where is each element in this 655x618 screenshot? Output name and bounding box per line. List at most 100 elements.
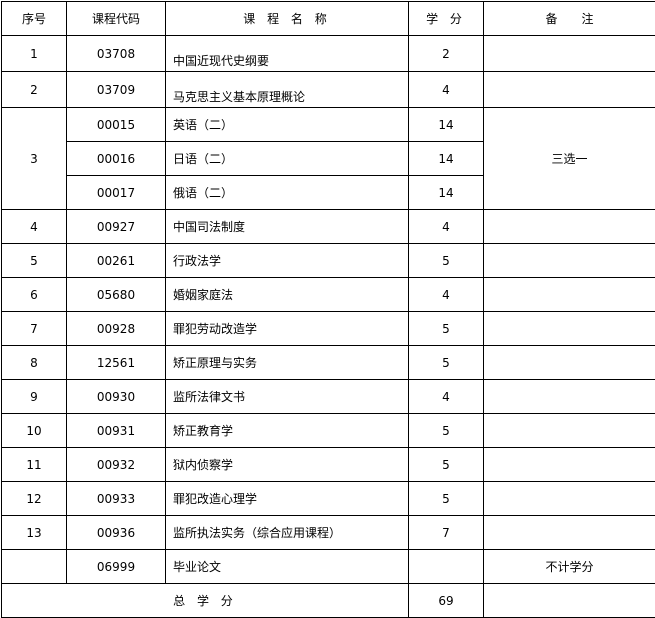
- header-row: 序号 课程代码 课 程 名 称 学 分 备 注: [2, 2, 655, 36]
- credit-cell: 4: [409, 380, 484, 414]
- credit-cell: 5: [409, 346, 484, 380]
- code-cell: 00015: [67, 108, 166, 142]
- code-cell: 00936: [67, 516, 166, 550]
- seq-cell: 7: [2, 312, 67, 346]
- seq-cell: 2: [2, 72, 67, 108]
- credit-cell: 14: [409, 108, 484, 142]
- code-cell: 00017: [67, 176, 166, 210]
- remark-cell: 三选一: [484, 108, 655, 210]
- course-name-cell: 中国司法制度: [166, 210, 409, 244]
- code-cell: 00931: [67, 414, 166, 448]
- credit-cell: 5: [409, 482, 484, 516]
- course-name-cell: 矫正教育学: [166, 414, 409, 448]
- credit-cell: 14: [409, 176, 484, 210]
- seq-cell: 9: [2, 380, 67, 414]
- remark-cell: [484, 448, 655, 482]
- header-remark: 备 注: [484, 2, 655, 36]
- code-cell: 00927: [67, 210, 166, 244]
- remark-cell: [484, 244, 655, 278]
- remark-cell: [484, 414, 655, 448]
- remark-cell: [484, 346, 655, 380]
- seq-cell: 13: [2, 516, 67, 550]
- remark-cell: [484, 278, 655, 312]
- course-name-cell: 行政法学: [166, 244, 409, 278]
- seq-cell: 5: [2, 244, 67, 278]
- seq-cell: [2, 550, 67, 584]
- seq-cell: 6: [2, 278, 67, 312]
- remark-cell: [484, 312, 655, 346]
- code-cell: 03708: [67, 36, 166, 72]
- total-remark: [484, 584, 655, 618]
- code-cell: 06999: [67, 550, 166, 584]
- credit-cell: 7: [409, 516, 484, 550]
- credit-cell: 5: [409, 448, 484, 482]
- course-name-cell: 罪犯劳动改造学: [166, 312, 409, 346]
- code-cell: 00016: [67, 142, 166, 176]
- credit-cell: 4: [409, 72, 484, 108]
- remark-cell: [484, 516, 655, 550]
- total-label: 总 学 分: [2, 584, 409, 618]
- course-name-cell: 监所法律文书: [166, 380, 409, 414]
- credit-cell: 5: [409, 244, 484, 278]
- course-name-cell: 罪犯改造心理学: [166, 482, 409, 516]
- course-name-cell: 矫正原理与实务: [166, 346, 409, 380]
- course-name-cell: 狱内侦察学: [166, 448, 409, 482]
- code-cell: 03709: [67, 72, 166, 108]
- credit-cell: [409, 550, 484, 584]
- seq-cell: 8: [2, 346, 67, 380]
- remark-cell: [484, 210, 655, 244]
- remark-cell: [484, 380, 655, 414]
- course-name-cell: 马克思主义基本原理概论: [166, 72, 409, 108]
- seq-cell: 3: [2, 108, 67, 210]
- header-name: 课 程 名 称: [166, 2, 409, 36]
- code-cell: 00932: [67, 448, 166, 482]
- course-name-cell: 婚姻家庭法: [166, 278, 409, 312]
- code-cell: 00928: [67, 312, 166, 346]
- remark-cell: [484, 482, 655, 516]
- code-cell: 00261: [67, 244, 166, 278]
- course-name-cell: 中国近现代史纲要: [166, 36, 409, 72]
- course-name-cell: 俄语（二）: [166, 176, 409, 210]
- header-credit: 学 分: [409, 2, 484, 36]
- seq-cell: 10: [2, 414, 67, 448]
- remark-cell: [484, 36, 655, 72]
- code-cell: 00933: [67, 482, 166, 516]
- code-cell: 00930: [67, 380, 166, 414]
- seq-cell: 11: [2, 448, 67, 482]
- remark-cell: [484, 72, 655, 108]
- seq-cell: 4: [2, 210, 67, 244]
- header-code: 课程代码: [67, 2, 166, 36]
- course-name-cell: 监所执法实务（综合应用课程）: [166, 516, 409, 550]
- course-name-cell: 日语（二）: [166, 142, 409, 176]
- credit-cell: 4: [409, 278, 484, 312]
- remark-cell: 不计学分: [484, 550, 655, 584]
- code-cell: 05680: [67, 278, 166, 312]
- code-cell: 12561: [67, 346, 166, 380]
- total-credit: 69: [409, 584, 484, 618]
- credit-cell: 5: [409, 414, 484, 448]
- credit-cell: 5: [409, 312, 484, 346]
- credit-cell: 2: [409, 36, 484, 72]
- seq-cell: 1: [2, 36, 67, 72]
- seq-cell: 12: [2, 482, 67, 516]
- course-name-cell: 毕业论文: [166, 550, 409, 584]
- credit-cell: 4: [409, 210, 484, 244]
- course-name-cell: 英语（二）: [166, 108, 409, 142]
- header-seq: 序号: [2, 2, 67, 36]
- credit-cell: 14: [409, 142, 484, 176]
